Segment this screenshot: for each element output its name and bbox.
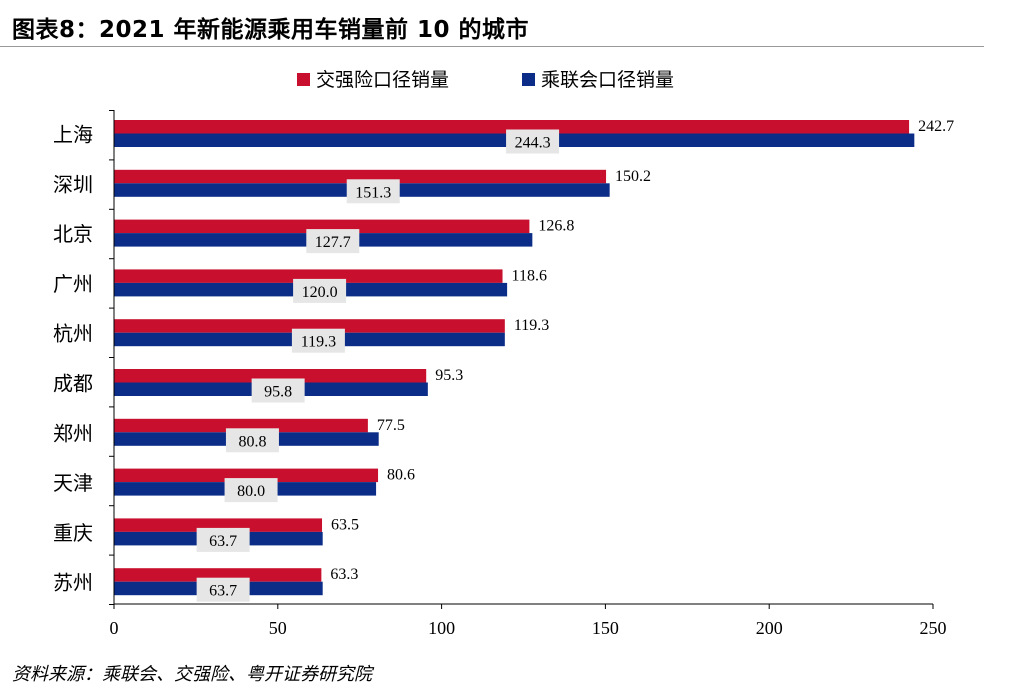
value-label-box-5-series-1 [251,378,305,403]
value-label-box-6-series-1 [225,428,279,453]
category-label-2: 北京 [53,222,93,246]
category-label-9: 苏州 [53,571,93,595]
value-label-3-series-0: 118.6 [512,267,547,284]
x-tick-label-3: 150 [592,618,619,638]
x-tick-label-1: 50 [269,618,287,638]
value-label-1-series-0: 150.2 [615,168,651,185]
value-label-box-0-series-1 [506,129,560,154]
x-tick-label-2: 100 [428,618,455,638]
value-label-9-series-0: 63.3 [330,566,358,583]
bar-5-series-0 [114,369,427,383]
title-divider [0,46,984,47]
value-label-8-series-0: 63.5 [331,516,359,533]
x-tick-label-0: 0 [110,618,119,638]
bar-9-series-0 [114,568,322,582]
bar-4-series-0 [114,319,505,333]
value-label-4-series-0: 119.3 [514,317,549,334]
value-label-box-8-series-1 [196,527,250,552]
x-tick-label-4: 200 [756,618,783,638]
legend-swatch-0 [297,73,310,86]
value-label-box-4-series-1 [291,328,345,353]
x-tick-label-5: 250 [920,618,947,638]
bar-3-series-0 [114,269,503,283]
category-label-3: 广州 [53,272,93,296]
value-label-6-series-1: 80.8 [238,433,266,450]
category-label-6: 郑州 [53,421,93,445]
value-label-0-series-0: 242.7 [918,118,954,135]
value-label-box-7-series-1 [224,478,278,503]
value-label-box-1-series-1 [346,179,400,204]
value-label-1-series-1: 151.3 [355,184,391,201]
value-label-7-series-1: 80.0 [237,483,265,500]
value-label-2-series-0: 126.8 [538,218,574,235]
value-label-box-9-series-1 [196,577,250,602]
category-label-0: 上海 [53,123,93,147]
category-label-1: 深圳 [53,172,93,196]
bar-8-series-0 [114,518,323,532]
value-label-box-3-series-1 [293,278,347,303]
value-label-4-series-1: 119.3 [301,334,336,351]
value-label-box-2-series-1 [306,229,360,254]
bar-0-series-0 [114,120,910,134]
legend-label-0: 交强险口径销量 [316,69,449,91]
value-label-7-series-0: 80.6 [387,467,415,484]
legend-swatch-1 [522,73,535,86]
legend-label-1: 乘联会口径销量 [541,69,674,91]
value-label-5-series-1: 95.8 [264,384,292,401]
source-note: 资料来源：乘联会、交强险、粤开证券研究院 [12,664,372,685]
value-label-3-series-1: 120.0 [302,284,338,301]
value-label-8-series-1: 63.7 [209,533,237,550]
value-label-5-series-0: 95.3 [435,367,463,384]
category-label-5: 成都 [53,372,93,396]
value-label-0-series-1: 244.3 [515,135,551,152]
value-label-2-series-1: 127.7 [315,234,351,251]
bar-6-series-0 [114,418,368,433]
bar-7-series-0 [114,468,379,483]
bar-1-series-0 [114,169,607,184]
value-label-6-series-0: 77.5 [377,417,405,434]
category-label-8: 重庆 [53,521,93,545]
chart-title: 图表8：2021 年新能源乘用车销量前 10 的城市 [12,17,530,43]
value-label-9-series-1: 63.7 [209,583,237,600]
category-label-4: 杭州 [53,322,93,346]
category-label-7: 天津 [53,471,93,495]
bar-2-series-0 [114,219,530,234]
